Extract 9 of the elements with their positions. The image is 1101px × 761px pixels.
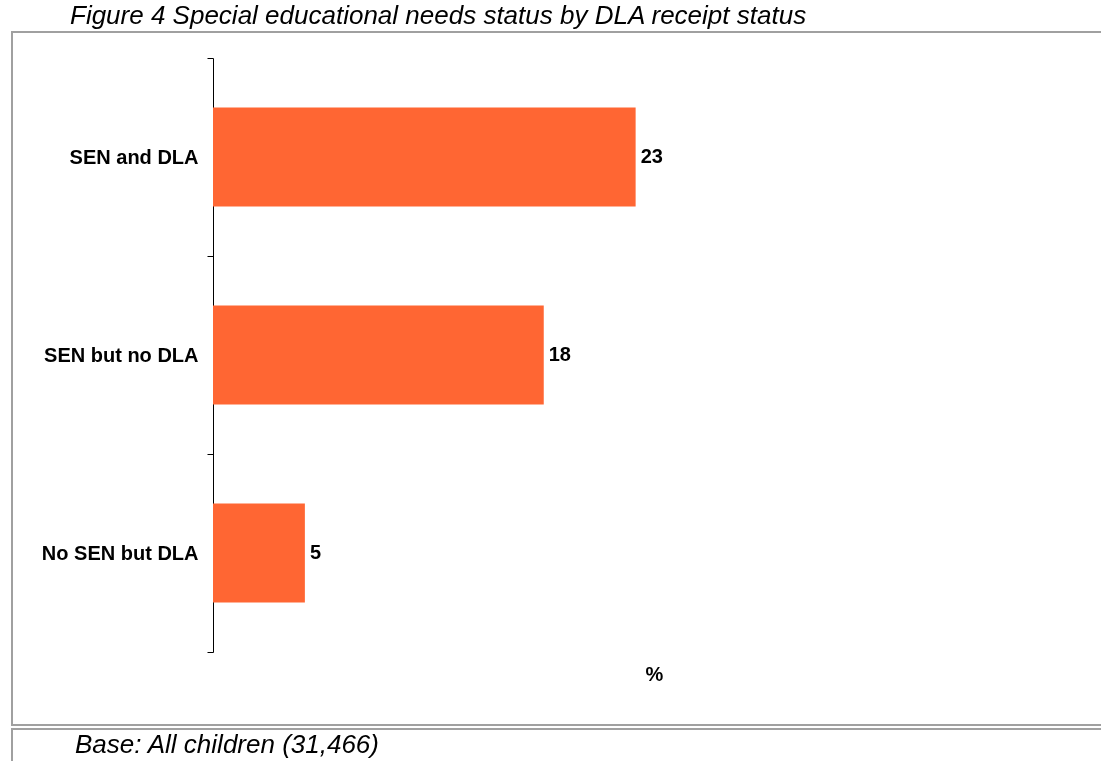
y-tick-label: SEN but no DLA bbox=[44, 343, 199, 366]
chart-title: Figure 4 Special educational needs status by DLA receipt status bbox=[70, 0, 807, 30]
text: Base: All children (31,466) bbox=[75, 729, 379, 759]
data-label: 18 bbox=[548, 343, 571, 365]
data-label: 23 bbox=[640, 145, 663, 167]
y-tick-label: SEN and DLA bbox=[69, 145, 199, 168]
x-axis-title: % bbox=[645, 662, 664, 685]
y-tick-label: No SEN but DLA bbox=[41, 541, 199, 564]
data-label: 5 bbox=[309, 541, 321, 563]
